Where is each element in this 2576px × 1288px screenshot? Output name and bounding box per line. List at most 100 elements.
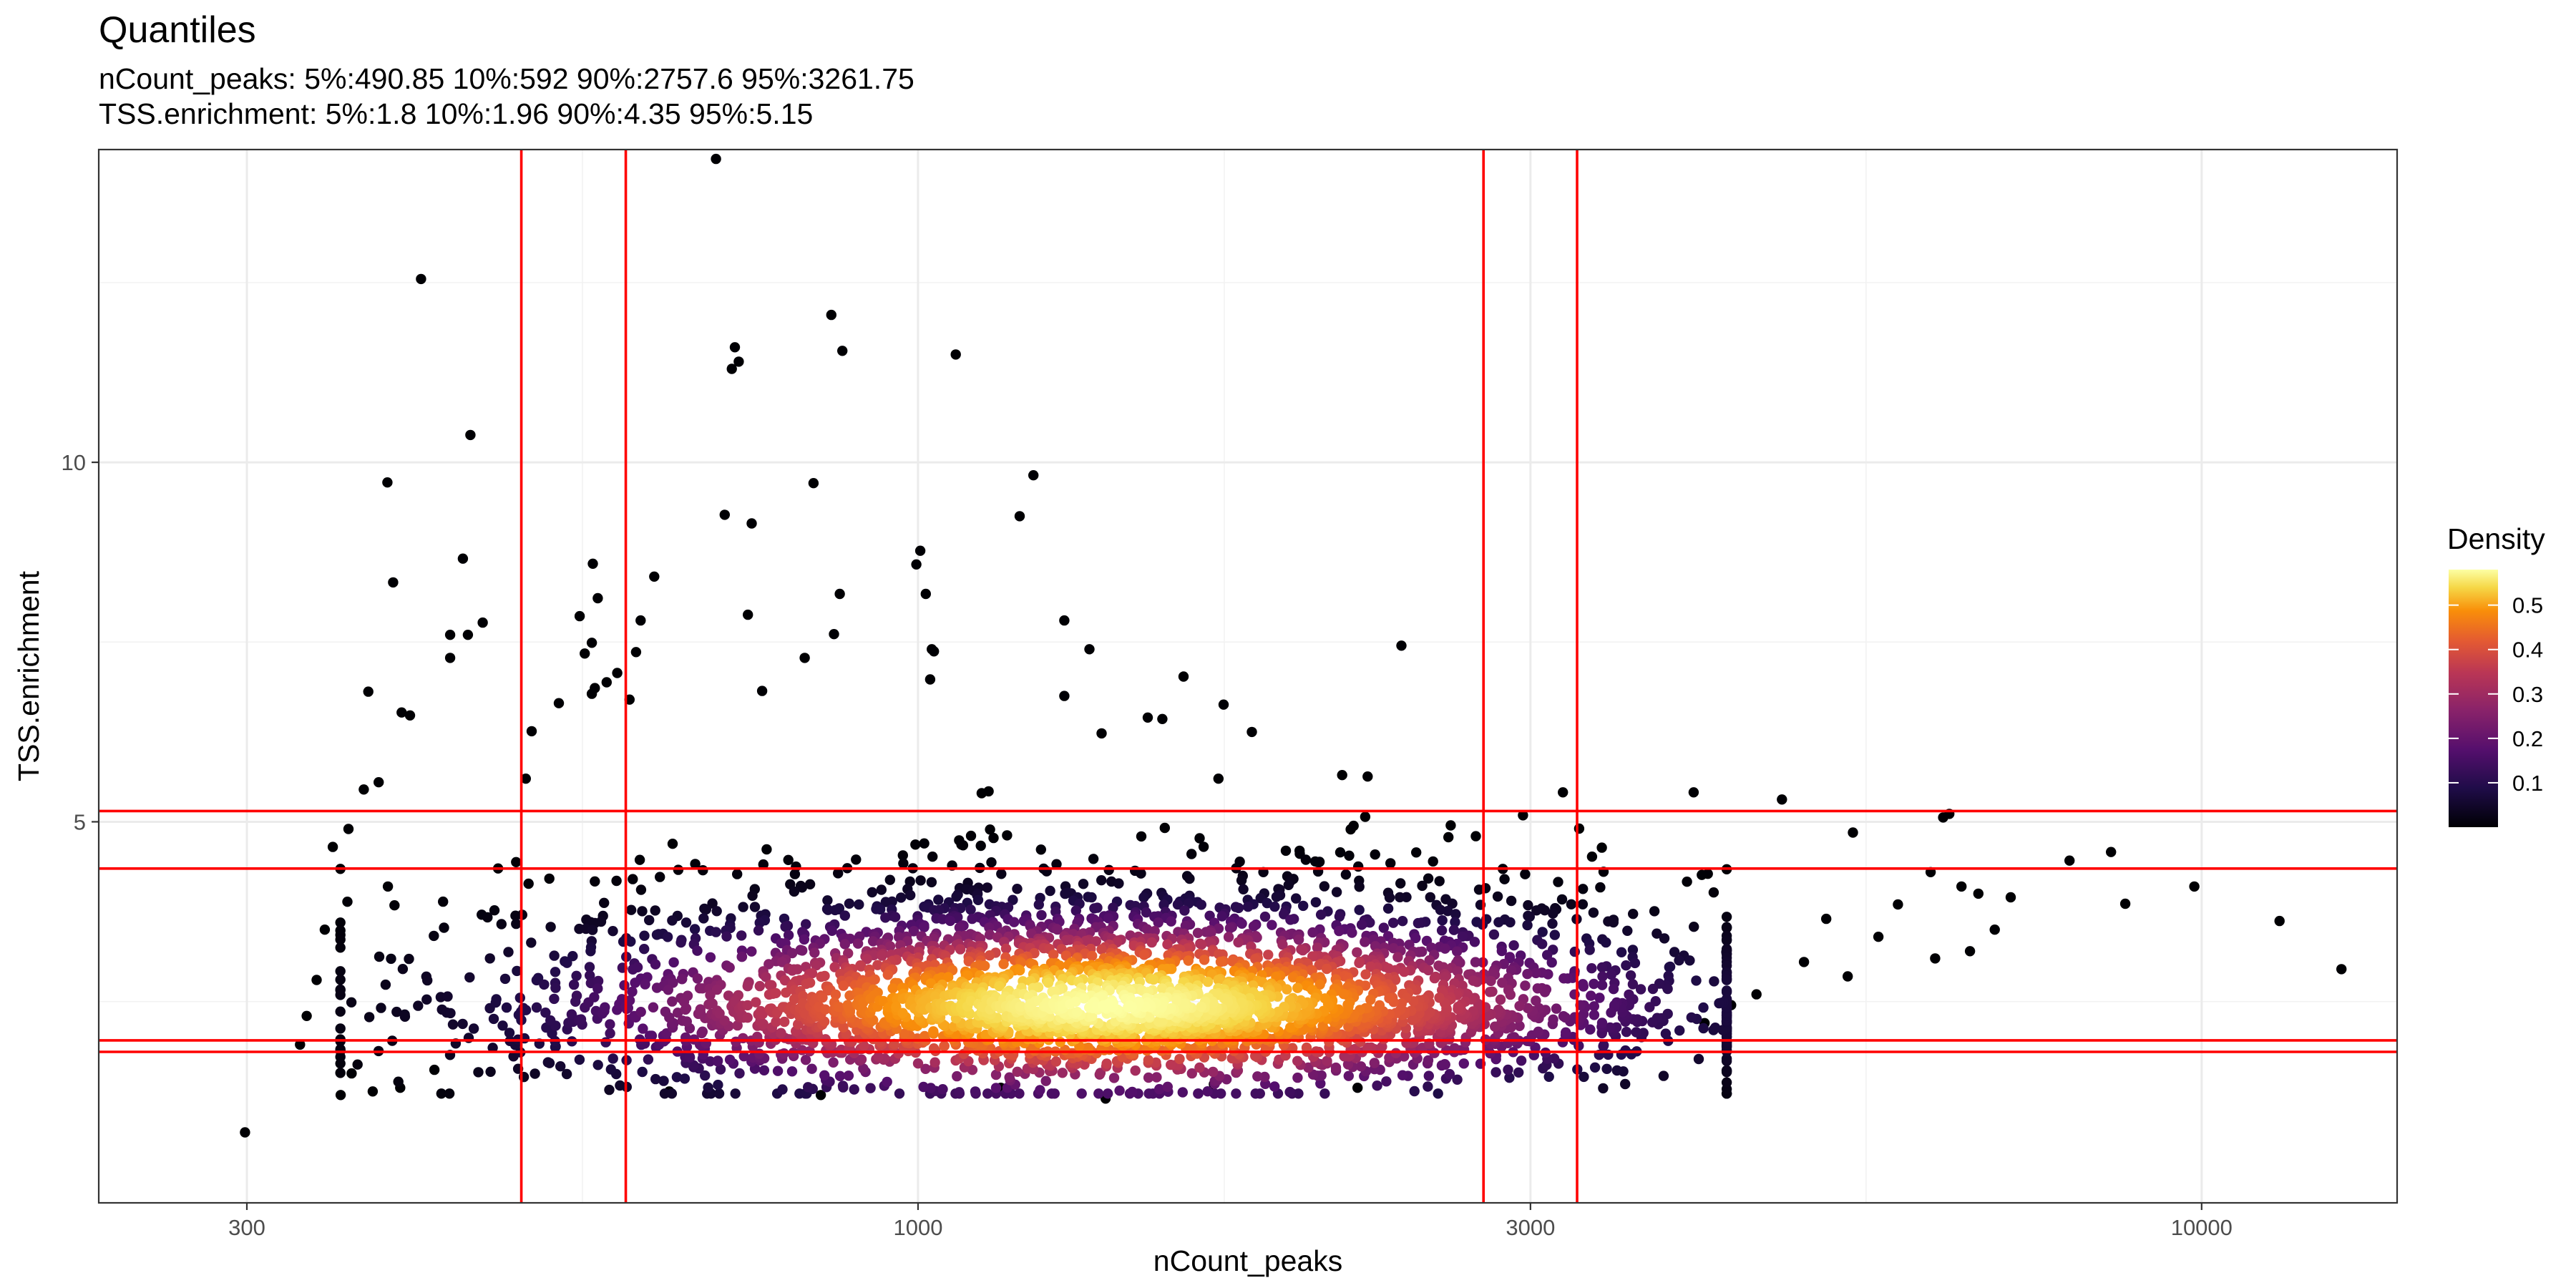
scatter-point (1130, 1065, 1141, 1076)
scatter-point (592, 1060, 603, 1070)
scatter-point (1078, 879, 1089, 889)
scatter-point (1159, 822, 1171, 834)
scatter-point (1016, 1001, 1027, 1012)
scatter-point (811, 960, 821, 971)
scatter-point (675, 937, 686, 948)
scatter-point (1448, 924, 1460, 935)
scatter-point (1452, 966, 1463, 977)
scatter-point (638, 1023, 648, 1034)
scatter-point (998, 959, 1009, 970)
scatter-point (1821, 913, 1832, 924)
scatter-point (763, 959, 774, 970)
scatter-point (523, 878, 534, 889)
scatter-point (1252, 932, 1262, 943)
scatter-point (680, 917, 692, 928)
scatter-point (1659, 933, 1670, 944)
scatter-point (862, 954, 872, 965)
scatter-point (2119, 898, 2131, 909)
scatter-point (650, 905, 660, 916)
scatter-point (671, 1072, 683, 1083)
scatter-point (714, 1008, 725, 1019)
legend-ticks: 0.1 0.2 0.3 0.4 0.5 (2449, 593, 2543, 796)
scatter-point (1059, 615, 1070, 626)
scatter-point (1076, 1088, 1087, 1099)
scatter-point (1669, 947, 1680, 957)
scatter-point (1089, 903, 1100, 914)
scatter-point (539, 979, 550, 990)
scatter-point (920, 588, 932, 600)
scatter-point (905, 889, 916, 901)
scatter-point (374, 777, 384, 788)
scatter-point (751, 997, 761, 1008)
scatter-point (1043, 977, 1054, 988)
scatter-point (1631, 1027, 1641, 1038)
scatter-point (635, 615, 646, 626)
scatter-point (882, 970, 894, 980)
scatter-point (571, 970, 582, 982)
scatter-point (335, 1023, 346, 1034)
scatter-point (1505, 989, 1516, 1000)
scatter-point (919, 838, 930, 849)
scatter-point (898, 858, 909, 869)
scatter-point (439, 922, 449, 933)
scatter-point (487, 1043, 498, 1053)
scatter-point (301, 1010, 312, 1022)
scatter-point (1589, 978, 1599, 990)
scatter-point (1365, 961, 1376, 972)
scatter-point (1315, 1078, 1326, 1089)
scatter-point (1138, 950, 1150, 960)
scatter-point (1087, 950, 1098, 962)
scatter-point (605, 1028, 615, 1039)
scatter-point (391, 1006, 402, 1018)
scatter-point (1492, 891, 1503, 902)
scatter-point (1468, 975, 1479, 986)
scatter-point (852, 938, 864, 949)
scatter-point (742, 981, 753, 992)
scatter-point (1285, 914, 1296, 925)
scatter-point (828, 1057, 839, 1068)
scatter-point (1352, 1083, 1363, 1093)
scatter-point (655, 872, 665, 882)
scatter-point (804, 977, 816, 988)
scatter-point (1553, 877, 1563, 887)
scatter-point (1399, 1051, 1410, 1062)
scatter-point (1057, 1068, 1068, 1078)
scatter-point (1312, 942, 1323, 953)
scatter-point (1531, 995, 1541, 1006)
scatter-point (1156, 983, 1168, 994)
scatter-point (1136, 868, 1146, 879)
scatter-point (587, 558, 598, 569)
scatter-point (1598, 1083, 1609, 1094)
scatter-point (980, 960, 990, 972)
scatter-point (882, 1076, 892, 1088)
scatter-point (1362, 1042, 1373, 1053)
scatter-point (1091, 936, 1102, 947)
scatter-point (1314, 979, 1325, 990)
scatter-point (738, 1050, 749, 1062)
scatter-point (1777, 794, 1787, 805)
scatter-point (1087, 1010, 1098, 1022)
scatter-point (789, 994, 800, 1005)
scatter-point (1595, 882, 1606, 893)
scatter-point (1423, 1070, 1435, 1081)
scatter-point (1193, 1088, 1204, 1099)
scatter-point (1166, 916, 1176, 927)
scatter-point (1658, 1070, 1669, 1081)
scatter-point (1624, 989, 1634, 1000)
scatter-point (1246, 726, 1257, 738)
scatter-point (1183, 955, 1194, 966)
scatter-point (754, 917, 765, 928)
scatter-point (590, 876, 600, 887)
scatter-point (1103, 999, 1114, 1010)
scatter-point (929, 646, 940, 657)
scatter-point (1014, 511, 1025, 522)
scatter-point (335, 942, 346, 953)
scatter-point (585, 970, 595, 981)
scatter-point (1603, 916, 1614, 927)
legend-tick-label: 0.2 (2512, 726, 2543, 751)
scatter-point (692, 973, 703, 984)
scatter-point (1411, 847, 1422, 858)
scatter-point (1233, 902, 1244, 914)
scatter-point (911, 559, 922, 570)
scatter-point (756, 1005, 766, 1017)
